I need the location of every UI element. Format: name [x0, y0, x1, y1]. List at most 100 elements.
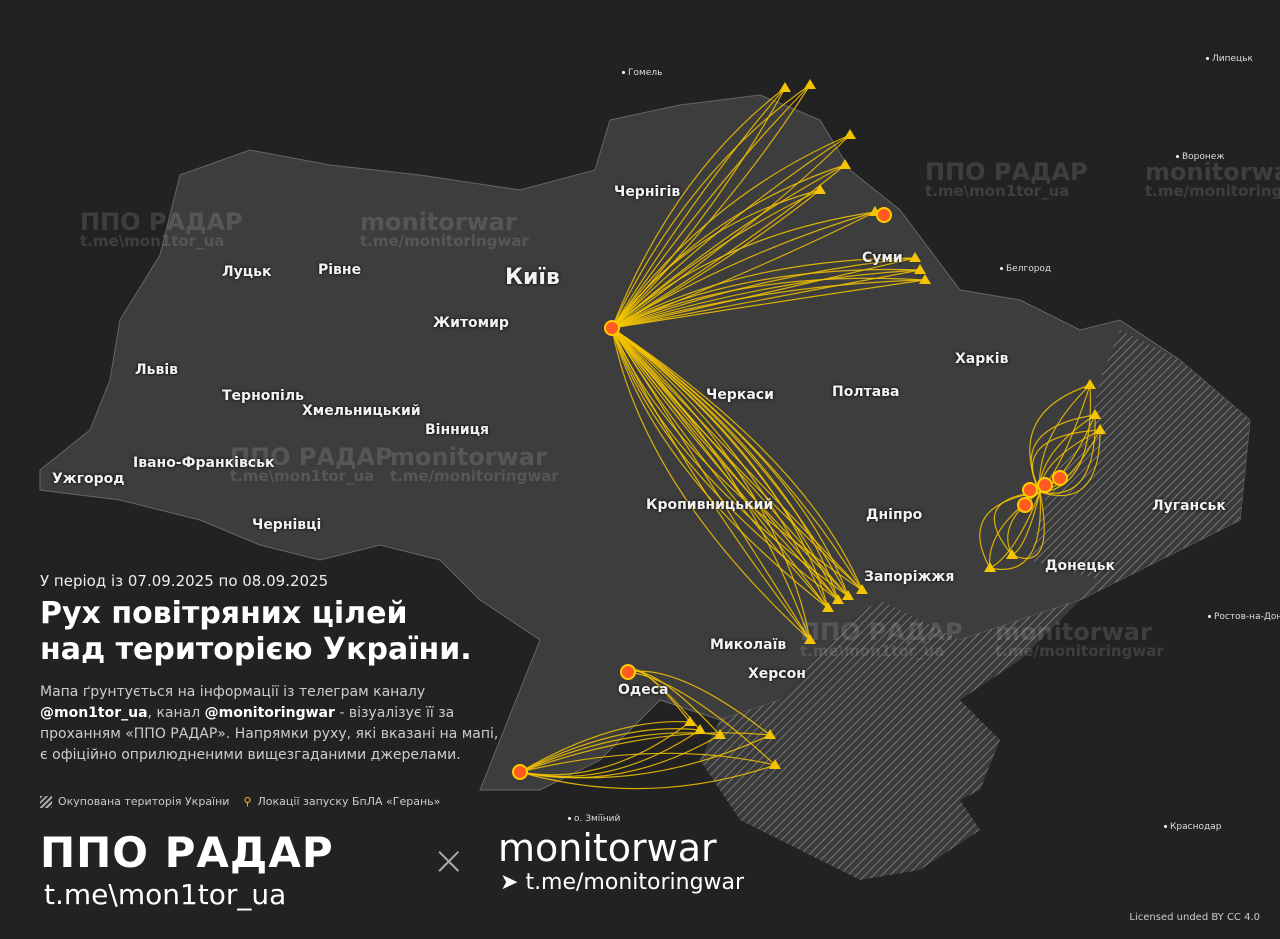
flight-route [627, 671, 776, 766]
flight-route [1007, 491, 1041, 556]
flight-route [979, 491, 1041, 569]
flight-route [627, 670, 771, 736]
city-label: Дніпро [866, 507, 923, 523]
launch-arrow-icon [814, 184, 826, 194]
city-label: Ужгород [52, 471, 125, 487]
flight-route [611, 87, 786, 329]
explosion-icon [604, 320, 620, 336]
flight-route [519, 720, 691, 773]
city-label: Київ [505, 265, 560, 290]
city-label: Полтава [832, 384, 900, 400]
launch-arrow-icon [856, 584, 868, 594]
launch-arrow-icon [694, 724, 706, 734]
watermark-ppo: ППО РАДАР t.me\mon1tor_ua [925, 158, 1088, 200]
legend-label: Окупована територія України [58, 795, 230, 808]
launch-arrow-icon [1089, 409, 1101, 419]
flight-route [611, 84, 811, 329]
explosion-icon [876, 207, 892, 223]
flight-route [611, 87, 786, 329]
city-label: Житомир [433, 315, 509, 331]
city-label: Чернігів [614, 184, 681, 200]
flight-route [611, 279, 926, 329]
launch-arrow-icon [714, 729, 726, 739]
flight-route [611, 269, 921, 329]
flight-route [1039, 384, 1092, 493]
flight-route [611, 327, 863, 591]
flight-route [611, 327, 863, 591]
flight-route [611, 327, 849, 597]
launch-arrow-icon [832, 594, 844, 604]
foreign-place-label: Воронеж [1176, 152, 1224, 162]
launch-arrow-icon [804, 634, 816, 644]
flight-route [611, 84, 811, 329]
flight-route [611, 257, 916, 329]
strike-markers [512, 207, 1068, 780]
telegram-icon: ➤ [500, 870, 519, 895]
launch-arrow-icon [919, 274, 931, 284]
launch-arrow-icon [842, 590, 854, 600]
flight-route [611, 277, 926, 329]
launch-arrow-icon [1094, 424, 1106, 434]
ppo-radar-link[interactable]: t.me\mon1tor_ua [44, 878, 287, 911]
monitorwar-link-text: t.me/monitoringwar [525, 870, 745, 895]
desc-text: Мапа ґрунтується на інформації із телегр… [40, 684, 426, 700]
crimea [700, 740, 980, 880]
watermark-ppo: ППО РАДАР t.me\mon1tor_ua [230, 443, 393, 485]
launch-arrow-icon [804, 79, 816, 89]
flight-route [611, 134, 851, 329]
flight-route [611, 257, 916, 329]
flight-route [611, 327, 849, 597]
handle-monitoringwar: @monitoringwar [204, 705, 335, 721]
launch-arrow-icon [779, 82, 791, 92]
city-label: Запоріжжя [864, 569, 955, 585]
explosion-icon [512, 764, 528, 780]
flight-route [519, 734, 771, 779]
monitorwar-link[interactable]: ➤ t.me/monitoringwar [500, 870, 744, 895]
city-label: Львів [135, 362, 178, 378]
flight-route [611, 268, 921, 329]
description: Мапа ґрунтується на інформації із телегр… [40, 682, 510, 766]
foreign-place-label: Краснодар [1164, 822, 1221, 832]
city-label: Івано-Франківськ [133, 455, 275, 471]
launch-arrow-icon [769, 759, 781, 769]
foreign-place-label: о. Зміїний [568, 814, 620, 824]
city-label: Луцьк [222, 264, 272, 280]
flight-route [611, 211, 876, 329]
flight-route [989, 491, 1041, 569]
handle-mon1tor: @mon1tor_ua [40, 705, 148, 721]
flight-route [1011, 491, 1041, 556]
flight-route [611, 327, 863, 591]
flight-route [989, 491, 1042, 570]
launch-arrow-icon [839, 159, 851, 169]
flight-route [611, 279, 926, 329]
flight-route [611, 327, 863, 591]
launch-arrow-icon [1084, 379, 1096, 389]
city-label: Хмельницький [302, 403, 421, 419]
city-label: Харків [955, 351, 1009, 367]
flight-route [611, 327, 829, 609]
period-text: У період із 07.09.2025 по 08.09.2025 [40, 572, 329, 590]
desc-text: , канал [147, 705, 205, 721]
city-label: Рівне [318, 262, 362, 278]
city-label: Кропивницький [646, 497, 774, 513]
launch-arrow-icon [1006, 549, 1018, 559]
launch-arrow-icon [909, 252, 921, 262]
flight-route [611, 84, 811, 329]
flight-route [519, 728, 701, 773]
flight-route [519, 732, 771, 773]
city-label: Херсон [748, 666, 806, 682]
legend-launch-sites: ⚲ Локації запуску БпЛА «Герань» [243, 795, 440, 808]
launch-arrow-icon [914, 264, 926, 274]
flight-route [519, 764, 776, 790]
occupied-territory [700, 330, 1250, 830]
monitorwar-logo: monitorwar [498, 826, 717, 870]
foreign-place-label: Ростов-на-Дону [1208, 612, 1280, 622]
watermark-ppo: ППО РАДАР t.me\mon1tor_ua [80, 208, 243, 250]
flight-route [1039, 429, 1101, 497]
flight-route [611, 189, 821, 329]
title-line-1: Рух повітряних цілей [40, 596, 408, 631]
